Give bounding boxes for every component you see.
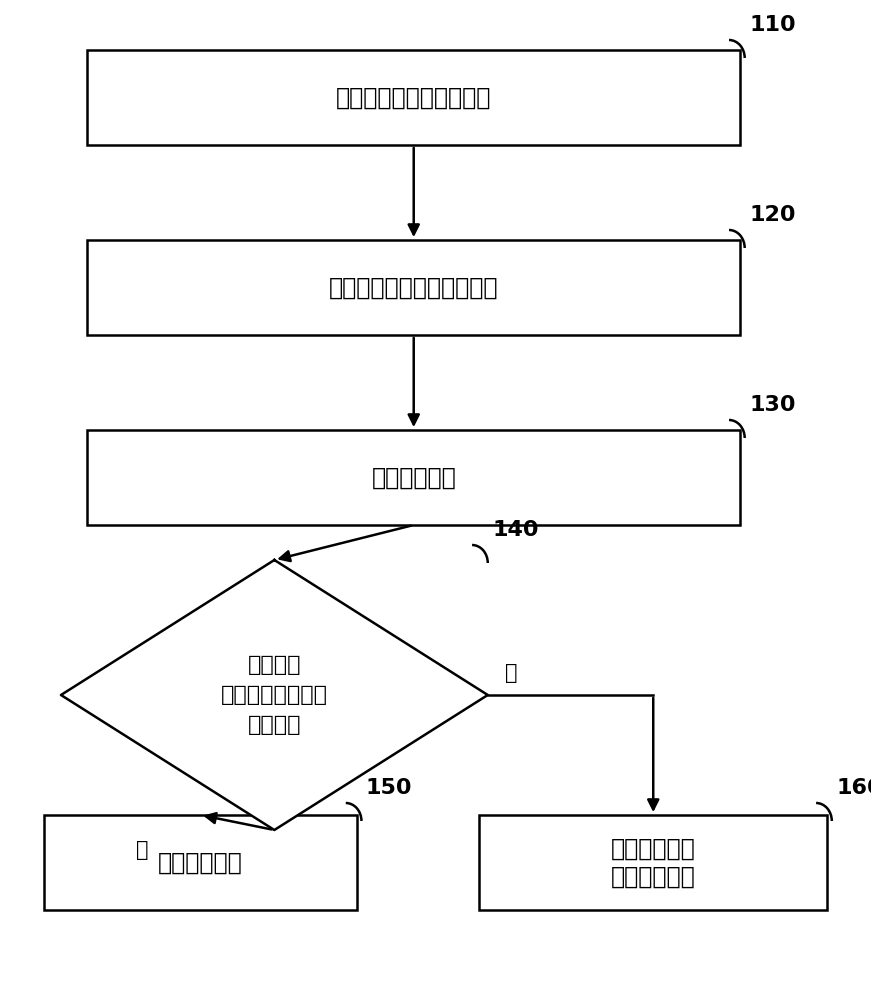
Text: 110: 110 xyxy=(749,15,796,35)
Text: 否: 否 xyxy=(136,840,148,860)
Text: 160: 160 xyxy=(836,778,871,798)
FancyBboxPatch shape xyxy=(87,240,740,335)
Text: 业务回答
是否属于负面情绪
回答集合: 业务回答 是否属于负面情绪 回答集合 xyxy=(221,655,327,735)
Text: 150: 150 xyxy=(366,778,412,798)
Text: 130: 130 xyxy=(749,395,795,415)
FancyBboxPatch shape xyxy=(44,815,357,910)
Text: 获取对话意图和情绪类型: 获取对话意图和情绪类型 xyxy=(336,86,491,109)
FancyBboxPatch shape xyxy=(87,50,740,145)
Text: 提供业务回答: 提供业务回答 xyxy=(158,850,243,874)
Polygon shape xyxy=(61,560,488,830)
Text: 根据累加结果
确定回答方式: 根据累加结果 确定回答方式 xyxy=(611,837,696,888)
Text: 累加负面情绪类型出现次数: 累加负面情绪类型出现次数 xyxy=(329,275,498,300)
FancyBboxPatch shape xyxy=(479,815,827,910)
Text: 120: 120 xyxy=(749,205,795,225)
Text: 是: 是 xyxy=(505,663,517,683)
FancyBboxPatch shape xyxy=(87,430,740,525)
Text: 140: 140 xyxy=(492,520,538,540)
Text: 生成业务回答: 生成业务回答 xyxy=(371,466,456,489)
